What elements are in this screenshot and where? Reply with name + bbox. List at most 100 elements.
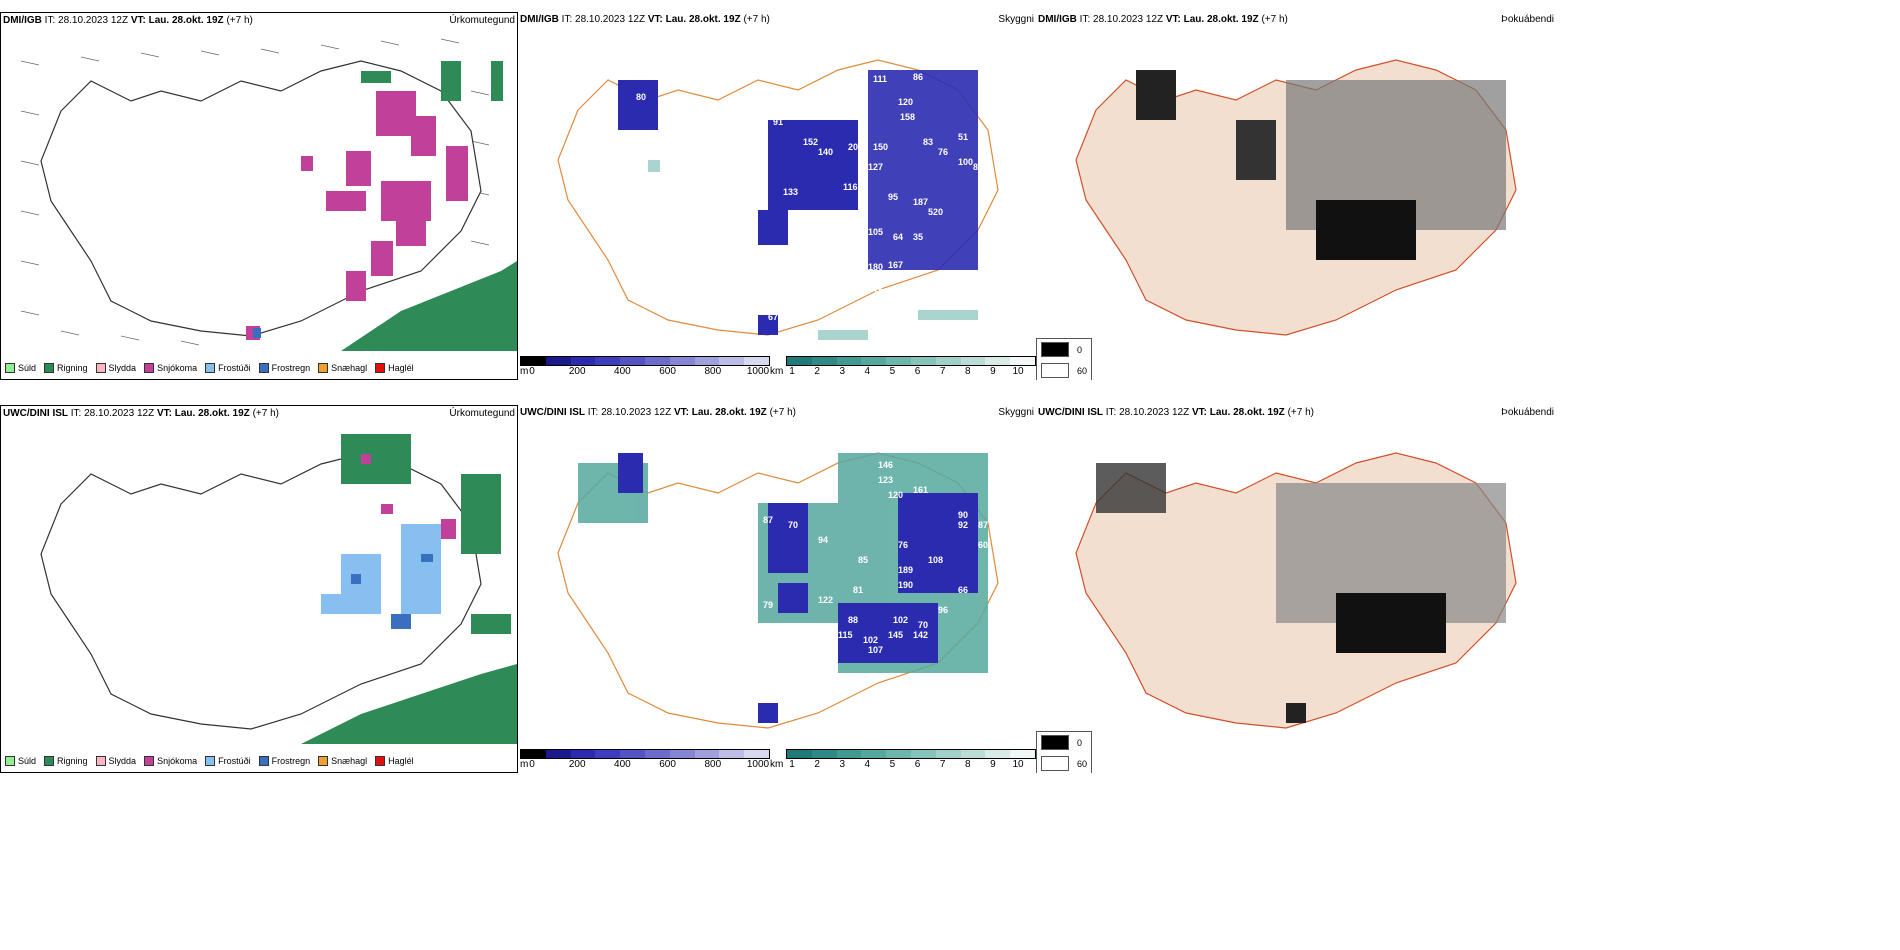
colorbar-segment (1010, 357, 1035, 365)
legend-swatch (5, 363, 15, 373)
legend-item: Snæhagl (318, 363, 367, 373)
colorbar-segment (836, 357, 862, 365)
ceiling-value: 180 (868, 262, 883, 272)
init-time: IT: 28.10.2023 12Z (561, 14, 646, 25)
fog-label: 0 (1077, 344, 1083, 355)
legend-label: Snæhagl (331, 363, 368, 373)
ceiling-ticks: 0 200 400 600 800 1000 (529, 759, 770, 771)
ceiling-value: 83 (923, 137, 933, 147)
panel-title: Úrkomutegund (449, 408, 515, 419)
ceiling-value: 76 (938, 147, 948, 157)
ceiling-value: 146 (878, 460, 893, 470)
ceiling-value: 161 (913, 485, 928, 495)
valid-time: VT: Lau. 28.okt. 19Z (1191, 407, 1285, 418)
legend-swatch (375, 363, 386, 373)
legend-label: Slydda (108, 756, 137, 766)
model-name: UWC/DINI ISL (1038, 407, 1103, 418)
legend-item: Snjókoma (144, 756, 197, 766)
legend-item: Frostregn (258, 756, 310, 766)
colorbar-segment (669, 750, 695, 758)
colorbar-segment (719, 750, 745, 758)
colorbar-tick: 600 (659, 759, 676, 770)
colorbar-segment (595, 750, 621, 758)
ceiling-value: 66 (958, 585, 968, 595)
ceiling-unit: m (520, 759, 529, 770)
colorbar-tick: 200 (568, 366, 586, 377)
ceiling-panel-top: DMI/IGB IT: 28.10.2023 12Z VT: Lau. 28.o… (518, 12, 1036, 380)
model-name: UWC/DINI ISL (520, 407, 585, 418)
legend-item: Slydda (95, 756, 137, 766)
fog-swatch (1041, 342, 1069, 357)
colorbar-segment (787, 357, 812, 365)
ceiling-value: 92 (958, 520, 968, 530)
colorbar-segment (935, 750, 961, 758)
fog-map (1075, 452, 1517, 729)
colorbar-tick: 4 (864, 759, 871, 770)
colorbar-segment (886, 750, 911, 758)
legend-label: Rigning (57, 363, 88, 373)
legend-label: Frostregn (271, 363, 311, 373)
ceiling-value: 90 (958, 510, 968, 520)
legend-item: Frostúði (205, 363, 251, 373)
ceiling-value: 142 (913, 630, 928, 640)
colorbar-tick: 5 (889, 759, 896, 770)
ceiling-value: 102 (863, 635, 878, 645)
colorbar-tick: 3 (839, 759, 845, 770)
colorbar-segment (960, 357, 986, 365)
colorbar-segment (694, 750, 720, 758)
rain-areas (301, 434, 517, 744)
colorbar-tick: 1000 (746, 759, 770, 770)
legend-label: Slydda (108, 363, 137, 373)
legend-item: Haglél (375, 756, 414, 766)
ceiling-value: 167 (888, 260, 903, 270)
visibility-ticks: 1 2 3 4 5 6 7 8 9 10 (789, 759, 1028, 771)
valid-time: VT: Lau. 28.okt. 19Z (156, 408, 250, 419)
lead-time: (+7 h) (252, 408, 279, 419)
lead-time: (+7 h) (1261, 14, 1288, 25)
legend-label: Snjókoma (157, 363, 198, 373)
legend-label: Snjókoma (157, 756, 198, 766)
colorbar-segment (620, 357, 645, 365)
panel-header: UWC/DINI ISL IT: 28.10.2023 12Z VT: Lau.… (520, 405, 1034, 421)
ceiling-unit: m (520, 366, 529, 377)
fog-legend: 0 60 (1036, 731, 1093, 773)
ceiling-value: 135 (873, 287, 888, 297)
panel-title: Skyggni (998, 14, 1034, 25)
ceiling-value: 86 (973, 162, 983, 172)
ceiling-value: 123 (878, 475, 893, 485)
model-name: DMI/IGB (1038, 14, 1077, 25)
model-name: DMI/IGB (3, 15, 42, 26)
ceiling-value: 181 (848, 257, 863, 267)
colorbar-tick: 0 (529, 759, 535, 770)
visibility-colorbar (786, 749, 1036, 759)
precip-map (40, 434, 517, 744)
colorbar-tick: 400 (614, 366, 631, 377)
ceiling-value: 115 (838, 630, 853, 640)
ceiling-value: 87 (978, 520, 988, 530)
ceiling-value: 79 (763, 600, 773, 610)
legend-label: Súld (18, 363, 37, 373)
colorbar-segment (836, 750, 862, 758)
colorbar-segment (545, 750, 571, 758)
legend-swatch (95, 756, 106, 766)
colorbar-segment (744, 357, 769, 365)
rain-areas (341, 61, 517, 351)
visibility-areas (648, 160, 978, 340)
fog-legend-item: 0 (1037, 732, 1091, 753)
iceland-outline (40, 453, 482, 730)
init-time: IT: 28.10.2023 12Z (1079, 14, 1164, 25)
ceiling-value: 91 (773, 117, 783, 127)
colorbar-segment (910, 750, 936, 758)
panel-title: Úrkomutegund (449, 15, 515, 26)
fog-map (1075, 59, 1517, 336)
legend-item: Snæhagl (318, 756, 367, 766)
colorbar-tick: 9 (990, 366, 996, 377)
ceiling-value: 189 (898, 565, 913, 575)
colorbar-segment (811, 357, 837, 365)
ceiling-value: 67 (768, 312, 778, 322)
lead-time: (+7 h) (226, 15, 253, 26)
legend-swatch (44, 756, 55, 766)
fog-shading (1096, 463, 1506, 723)
legend-item: Súld (5, 756, 36, 766)
colorbar-tick: 7 (939, 759, 946, 770)
